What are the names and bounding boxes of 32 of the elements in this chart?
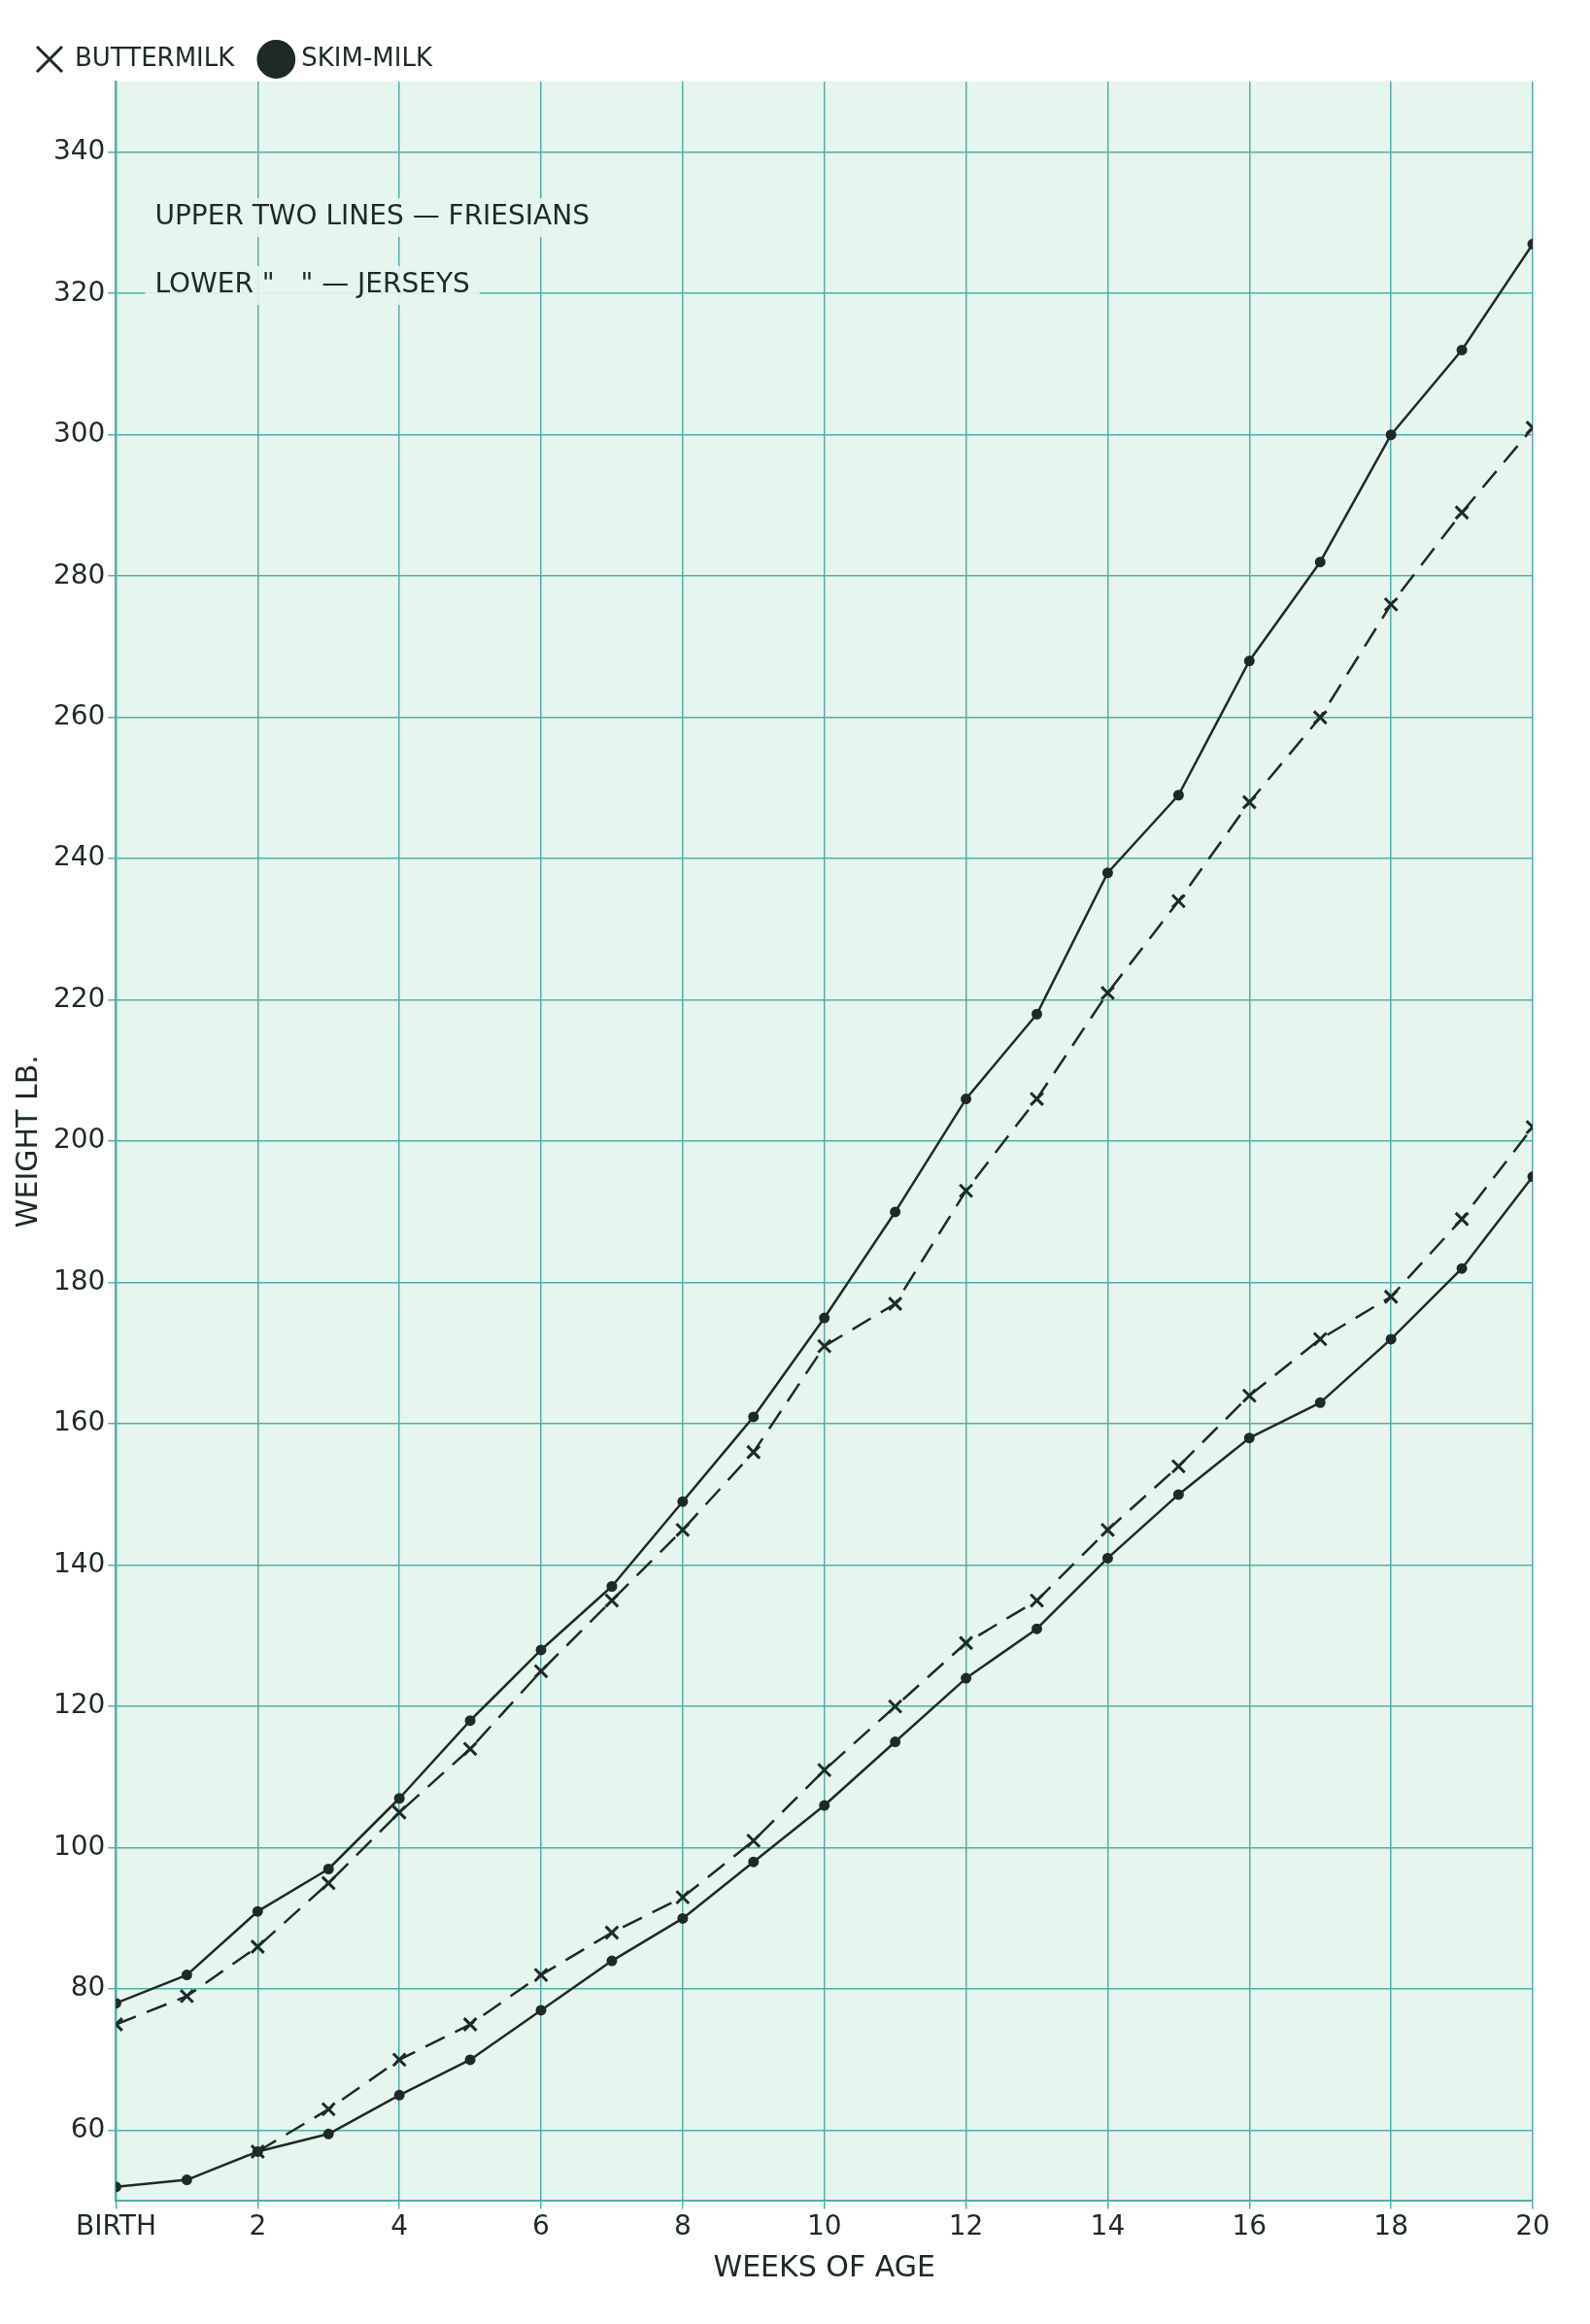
x-tick-label: 2 [249,2209,267,2242]
y-tick-label: 320 [52,275,106,308]
annotation: UPPER TWO LINES — FRIESIANS [154,199,590,232]
y-tick-label: 280 [52,557,106,590]
x-tick-label: 6 [532,2209,550,2242]
annotation: LOWER " " — JERSEYS [154,267,470,300]
x-tick-label: 14 [1090,2209,1126,2242]
legend-label: BUTTERMILK [75,42,236,72]
y-tick-label: 120 [52,1688,106,1721]
x-tick-label: 12 [948,2209,984,2242]
y-tick-label: 160 [52,1405,106,1438]
y-tick-label: 140 [52,1546,106,1579]
x-axis-title: WEEKS OF AGE [713,2248,935,2283]
legend-label: SKIM-MILK [301,42,433,72]
x-tick-label: 10 [806,2209,842,2242]
y-tick-label: 100 [52,1829,106,1862]
y-tick-label: 240 [52,840,106,873]
y-tick-label: 220 [52,981,106,1014]
y-tick-label: 340 [52,134,106,167]
y-tick-label: 300 [52,417,106,450]
y-tick-label: 180 [52,1263,106,1297]
y-tick-label: 200 [52,1123,106,1156]
x-tick-label: 20 [1515,2209,1550,2242]
x-tick-label: 16 [1232,2209,1268,2242]
x-tick-label: 4 [390,2209,409,2242]
y-axis-title: WEIGHT LB. [9,1055,44,1229]
y-tick-label: 260 [52,699,106,731]
x-tick-label: 18 [1373,2209,1408,2242]
x-tick-label: BIRTH [75,2209,156,2242]
y-tick-label: 60 [70,2111,106,2144]
y-tick-label: 80 [70,1970,106,2004]
x-tick-label: 8 [673,2209,692,2242]
